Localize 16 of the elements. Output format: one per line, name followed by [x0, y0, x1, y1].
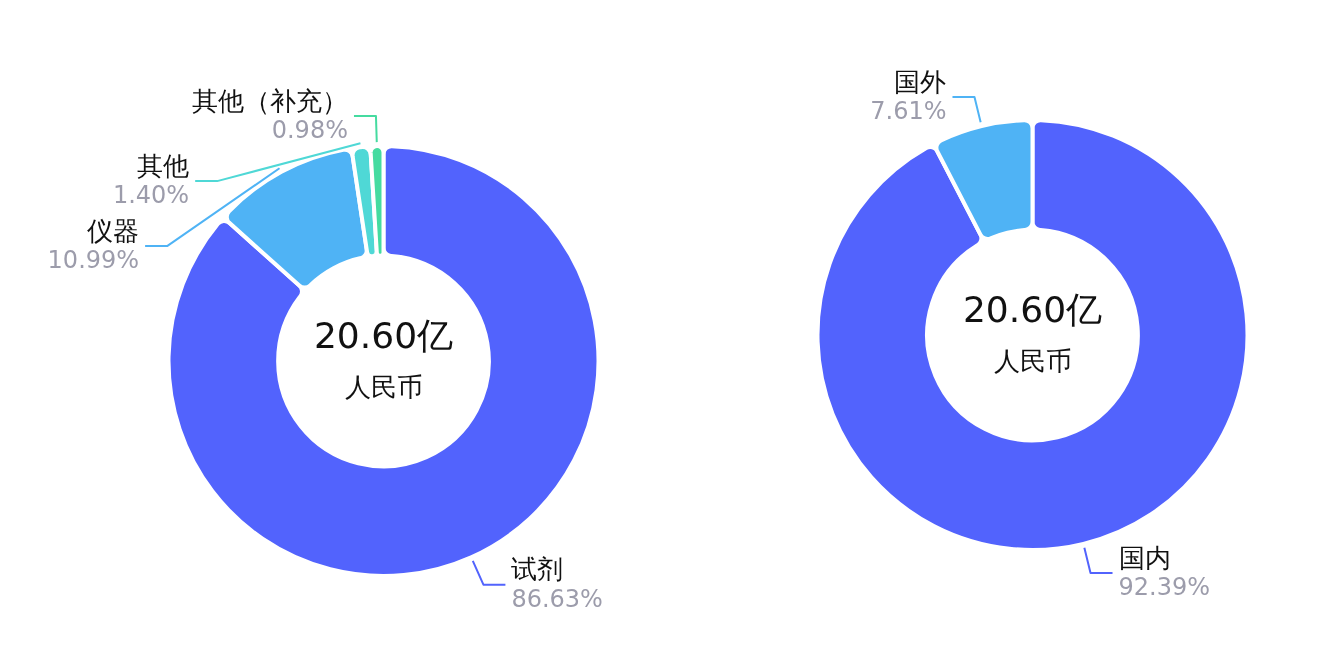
data-label: 1.40% — [112, 181, 190, 210]
data-label: 7.61% — [870, 97, 947, 126]
text: 人民币 — [993, 345, 1072, 376]
slice-label: 其他（补充） — [191, 85, 348, 116]
slice-label: 仪器 — [87, 215, 140, 246]
slice-label: 试剂 — [511, 554, 564, 585]
data-label: 0.98% — [271, 116, 348, 145]
text: 20.60亿 — [313, 315, 454, 357]
data-label: 92.39% — [1118, 573, 1211, 602]
slice-label: 其他 — [137, 150, 190, 181]
text: 人民币 — [344, 371, 423, 402]
data-label: 10.99% — [47, 246, 140, 275]
text: 20.60亿 — [962, 289, 1103, 331]
slice-label: 国外 — [894, 66, 947, 97]
data-label: 86.63% — [511, 584, 603, 613]
slice-label: 国内 — [1118, 542, 1171, 573]
